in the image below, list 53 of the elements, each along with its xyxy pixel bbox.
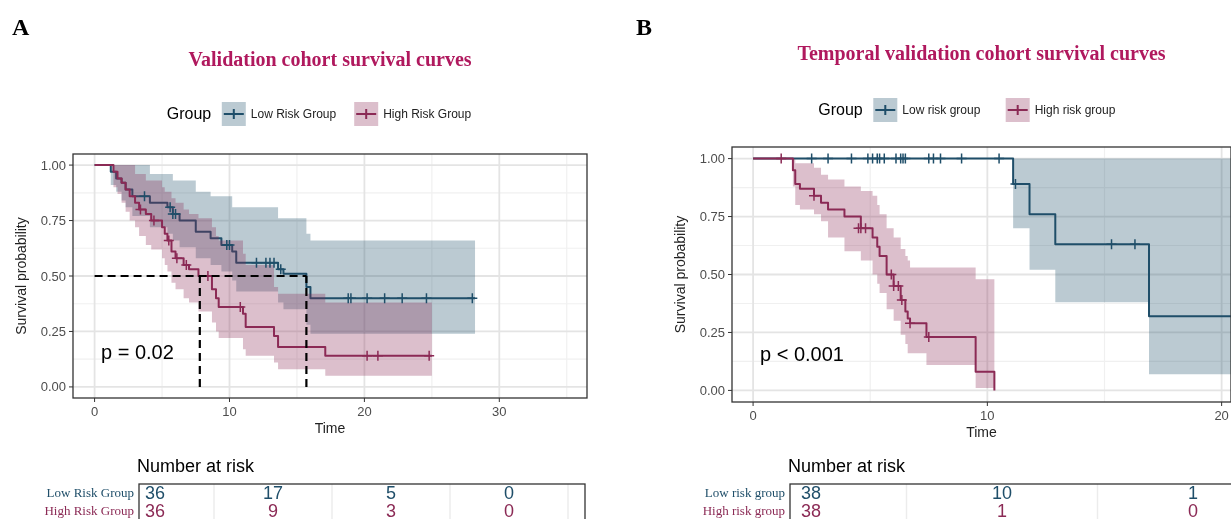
- text: Low risk group: [704, 485, 785, 500]
- chart-title: Validation cohort survival curves: [188, 48, 472, 70]
- text: 36: [144, 501, 166, 519]
- text: High risk group: [702, 503, 785, 518]
- y-tick-label: 0.25: [40, 323, 66, 339]
- y-tick-label: 0.50: [40, 268, 66, 284]
- text: 3: [385, 501, 397, 519]
- text: 9: [267, 501, 279, 519]
- legend-title: Group: [818, 101, 863, 118]
- x-tick-label: 30: [492, 404, 507, 419]
- y-tick-label: 1.00: [40, 157, 66, 173]
- legend-label: Low Risk Group: [250, 107, 337, 121]
- x-tick-label: 0: [749, 408, 757, 423]
- text: 38: [800, 501, 822, 519]
- text: Low Risk Group: [46, 485, 134, 500]
- text: 36: [144, 483, 166, 503]
- text: 10: [991, 483, 1013, 503]
- x-axis-title: Time: [314, 420, 346, 436]
- y-axis-title: Survival probability: [672, 215, 688, 334]
- x-tick-label: 10: [222, 404, 237, 419]
- text: 0: [1187, 501, 1199, 519]
- text: 1: [996, 501, 1008, 519]
- legend-label: Low risk group: [902, 103, 981, 117]
- text: 0: [503, 501, 515, 519]
- legend-label: High Risk Group: [383, 107, 472, 121]
- annotation: p < 0.001: [760, 343, 844, 366]
- legend-title: Group: [166, 105, 212, 122]
- text: Number at risk: [137, 456, 256, 476]
- text: 1: [1187, 483, 1199, 503]
- text: 0: [503, 483, 515, 503]
- text: 38: [800, 483, 822, 503]
- text: Number at risk: [788, 456, 907, 476]
- y-tick-label: 0.00: [40, 379, 66, 395]
- text: A: [12, 14, 30, 40]
- x-tick-label: 20: [357, 404, 372, 419]
- y-tick-label: 0.25: [699, 324, 725, 340]
- annotation: p = 0.02: [101, 340, 174, 363]
- chart-title: Temporal validation cohort survival curves: [797, 42, 1166, 65]
- y-tick-label: 0.75: [40, 213, 66, 229]
- x-axis-title: Time: [966, 424, 998, 440]
- legend-label: High risk group: [1034, 103, 1116, 117]
- x-tick-label: 10: [980, 408, 995, 423]
- y-tick-label: 0.00: [699, 382, 725, 398]
- x-tick-label: 20: [1214, 408, 1229, 423]
- text: B: [636, 14, 653, 40]
- x-tick-label: 0: [90, 404, 99, 419]
- y-axis-title: Survival probability: [13, 217, 29, 335]
- text: High Risk Group: [44, 503, 134, 518]
- text: 17: [262, 483, 284, 503]
- text: 5: [385, 483, 397, 503]
- y-tick-label: 0.75: [699, 209, 725, 225]
- y-tick-label: 0.50: [699, 267, 725, 282]
- y-tick-label: 1.00: [699, 151, 725, 167]
